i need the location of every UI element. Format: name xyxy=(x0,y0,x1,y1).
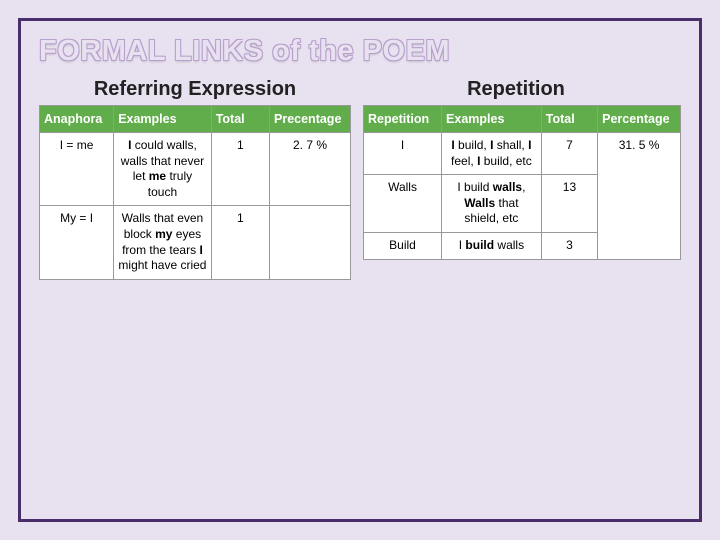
table-row: I = me I could walls, walls that never l… xyxy=(40,133,351,206)
cell-examples: I build walls xyxy=(442,232,542,259)
cell-percentage: 31. 5 % xyxy=(598,133,681,260)
slide-frame: FORMAL LINKS of the POEM Referring Expre… xyxy=(18,18,702,522)
cell-examples: I build walls, Walls that shield, etc xyxy=(442,175,542,233)
th-percentage: Precentage xyxy=(270,106,351,133)
cell-repetition: Walls xyxy=(364,175,442,233)
cell-repetition: I xyxy=(364,133,442,175)
cell-examples: Walls that even block my eyes from the t… xyxy=(114,206,212,279)
cell-total: 7 xyxy=(541,133,597,175)
cell-percentage xyxy=(270,206,351,279)
table-row: I I build, I shall, I feel, I build, etc… xyxy=(364,133,681,175)
cell-repetition: Build xyxy=(364,232,442,259)
referring-expression-table: Anaphora Examples Total Precentage I = m… xyxy=(39,105,351,280)
th-examples: Examples xyxy=(114,106,212,133)
th-total: Total xyxy=(541,106,597,133)
slide-title: FORMAL LINKS of the POEM xyxy=(39,35,681,68)
th-anaphora: Anaphora xyxy=(40,106,114,133)
table-row: My = I Walls that even block my eyes fro… xyxy=(40,206,351,279)
cell-anaphora: I = me xyxy=(40,133,114,206)
cell-examples: I could walls, walls that never let me t… xyxy=(114,133,212,206)
th-total: Total xyxy=(211,106,269,133)
subtitle-right: Repetition xyxy=(351,78,681,101)
subtitle-left: Referring Expression xyxy=(39,78,351,101)
cell-anaphora: My = I xyxy=(40,206,114,279)
tables-container: Anaphora Examples Total Precentage I = m… xyxy=(39,105,681,280)
repetition-table: Repetition Examples Total Percentage I I… xyxy=(363,105,681,260)
table-header-row: Anaphora Examples Total Precentage xyxy=(40,106,351,133)
th-percentage: Percentage xyxy=(598,106,681,133)
cell-examples: I build, I shall, I feel, I build, etc xyxy=(442,133,542,175)
cell-total: 1 xyxy=(211,206,269,279)
cell-total: 1 xyxy=(211,133,269,206)
cell-total: 13 xyxy=(541,175,597,233)
cell-total: 3 xyxy=(541,232,597,259)
subtitles-row: Referring Expression Repetition xyxy=(39,78,681,101)
th-examples: Examples xyxy=(442,106,542,133)
table-header-row: Repetition Examples Total Percentage xyxy=(364,106,681,133)
cell-percentage: 2. 7 % xyxy=(270,133,351,206)
th-repetition: Repetition xyxy=(364,106,442,133)
